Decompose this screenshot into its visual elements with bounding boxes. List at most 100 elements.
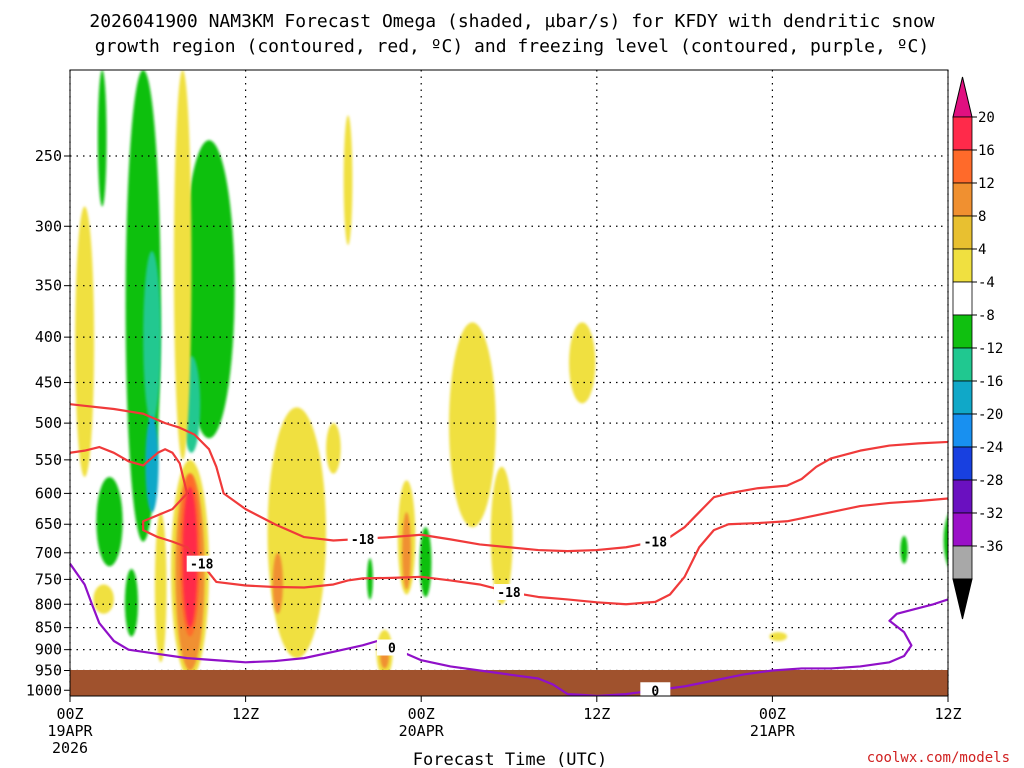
x-tick-date: 20APR [399,722,445,740]
colorbar-label: -16 [978,374,1003,390]
y-tick-label: 300 [35,217,62,235]
freezing-level-contour-label: 0 [651,684,659,699]
dgz-contour [70,445,948,606]
omega-cell [900,535,908,564]
colorbar-swatch [952,512,973,547]
colorbar-label: -8 [978,308,995,324]
dgz-contour-label: -18 [497,586,521,601]
x-tick-date: 19APR [47,722,93,740]
colorbar-label: -36 [978,539,1003,555]
dgz-contour-label-bg [640,533,671,550]
omega-cell [402,512,411,590]
x-tick-label: 12Z [934,705,961,723]
colorbar-swatch [952,182,973,217]
omega-shading-layer [75,70,948,679]
colorbar-swatch [952,248,973,283]
colorbar-swatch [952,281,973,316]
colorbar-swatch [952,380,973,415]
freezing-level-contour [70,563,948,696]
colorbar-label: -24 [978,440,1003,456]
colorbar-label: -28 [978,473,1003,489]
colorbar-label: 12 [978,176,995,192]
omega-cell [343,115,353,246]
dgz-contour [70,403,948,553]
colorbar-label: 16 [978,143,995,159]
omega-cell [96,476,123,567]
omega-cell [173,70,192,460]
colorbar-swatch [952,347,973,382]
omega-cell [449,322,496,528]
omega-cell [272,552,283,614]
omega-cell [93,584,114,614]
y-tick-label: 250 [35,147,62,165]
omega-cell [143,251,161,424]
y-tick-label: 600 [35,484,62,502]
x-tick-label: 12Z [232,705,259,723]
omega-cell [490,466,513,605]
x-axis-label: Forecast Time (UTC) [413,750,607,768]
y-tick-label: 850 [35,619,62,637]
y-tick-label: 700 [35,544,62,562]
colorbar-label: 4 [978,242,986,258]
y-tick-label: 800 [35,595,62,613]
x-tick-label: 00Z [408,705,435,723]
colorbar-swatch [952,479,973,514]
colorbar-label: -4 [978,275,995,291]
colorbar-swatch [952,446,973,481]
colorbar-label: -32 [978,506,1003,522]
colorbar-label: -12 [978,341,1003,357]
omega-cell [97,70,107,207]
x-tick-label: 12Z [583,705,610,723]
y-tick-label: 400 [35,328,62,346]
colorbar-swatch [952,413,973,448]
colorbar-label: 8 [978,209,986,225]
colorbar-bottom-arrow [952,578,973,620]
y-tick-label: 750 [35,570,62,588]
y-tick-label: 950 [35,661,62,679]
colorbar-swatch [952,215,973,250]
colorbar-swatch [952,149,973,184]
omega-cell [75,206,95,477]
y-tick-label: 650 [35,515,62,533]
x-tick-label: 00Z [759,705,786,723]
y-tick-label: 1000 [26,681,62,699]
freezing-level-contour-label-bg [376,639,407,656]
plot-area: -18 -18 -18 -18 0 0 [69,69,949,699]
freezing-level-contour-label: 0 [388,642,396,657]
y-tick-label: 550 [35,451,62,469]
dgz-contour-label: -18 [644,536,668,551]
omega-cell [154,512,167,663]
colorbar-top-arrow [952,76,973,118]
colorbar-label: 20 [978,110,995,126]
chart-title-line2: growth region (contoured, red, ºC) and f… [95,36,929,57]
colorbar-swatch [952,545,973,580]
dgz-contour-label: -18 [351,533,375,548]
y-tick-label: 450 [35,374,62,392]
colorbar-label: -20 [978,407,1003,423]
chart-title-line1: 2026041900 NAM3KM Forecast Omega (shaded… [89,11,934,32]
y-tick-label: 500 [35,414,62,432]
omega-cell [943,514,948,566]
omega-cell [145,415,159,513]
colorbar: 20 16 12 8 4 -4 -8 -12 -16 -20 -24 -28 -32 -36 [952,76,1003,620]
dgz-contour-label-bg [186,555,217,572]
freezing-level-contour-label-bg [640,682,671,696]
x-tick-date: 21APR [750,722,796,740]
omega-cell [419,527,432,597]
colorbar-swatch [952,314,973,349]
omega-cell [326,423,341,474]
dgz-contour-label-bg [347,530,378,547]
y-axis-ticks: 250 300 350 400 450 500 550 600 650 700 750 800 850 9… [26,147,70,699]
omega-cell [568,322,596,404]
dgz-contour-label: -18 [190,558,214,573]
y-tick-label: 350 [35,277,62,295]
colorbar-swatch [952,116,973,151]
omega-cell [769,632,788,641]
x-tick-year: 2026 [52,739,88,757]
contour-layer: -18 -18 -18 -18 0 0 [70,403,948,699]
x-tick-label: 00Z [56,705,83,723]
dgz-contour-label-bg [494,584,524,601]
y-tick-label: 900 [35,641,62,659]
